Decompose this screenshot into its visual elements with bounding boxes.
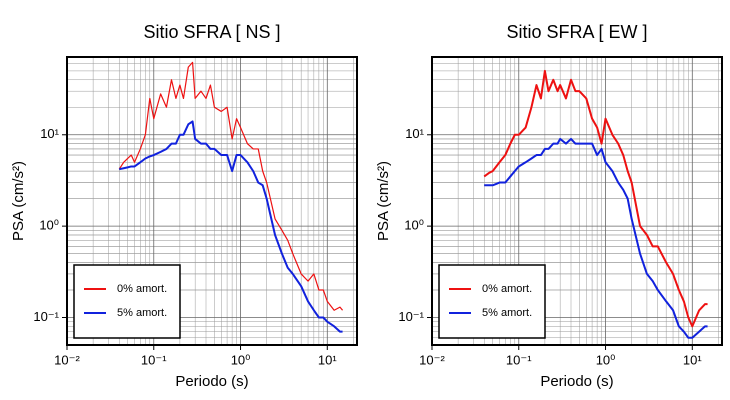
x-axis-label: Periodo (s) <box>540 373 613 390</box>
plot-frame <box>66 56 358 346</box>
legend-label: 5% amort. <box>117 307 167 319</box>
y-tick-label: 10⁰ <box>404 218 424 233</box>
chart-title: Sitio SFRA [ EW ] <box>506 22 647 42</box>
x-tick-label: 10⁰ <box>231 352 251 367</box>
series-line <box>483 69 708 328</box>
series-line <box>118 61 344 311</box>
x-tick-label: 10⁻¹ <box>506 352 532 367</box>
x-tick-label: 10⁰ <box>596 352 616 367</box>
y-tick-label: 10⁰ <box>39 218 59 233</box>
y-axis-label: PSA (cm/s²) <box>375 161 392 241</box>
y-tick-label: 10¹ <box>40 126 59 141</box>
legend-label: 0% amort. <box>117 283 167 295</box>
legend-box <box>73 264 181 339</box>
x-axis-label: Periodo (s) <box>175 373 248 390</box>
legend-label: 5% amort. <box>482 307 532 319</box>
plot-frame <box>431 56 723 346</box>
chart-title: Sitio SFRA [ NS ] <box>143 22 280 42</box>
y-tick-label: 10⁻¹ <box>33 309 59 324</box>
legend-box <box>438 264 546 339</box>
x-tick-label: 10⁻¹ <box>141 352 167 367</box>
x-tick-label: 10¹ <box>683 352 702 367</box>
x-tick-label: 10⁻² <box>419 352 445 367</box>
series-line <box>484 137 708 339</box>
x-tick-label: 10⁻² <box>54 352 80 367</box>
series-line <box>119 120 343 333</box>
y-tick-label: 10⁻¹ <box>398 309 424 324</box>
y-axis-label: PSA (cm/s²) <box>10 161 27 241</box>
y-tick-label: 10¹ <box>405 126 424 141</box>
x-tick-label: 10¹ <box>318 352 337 367</box>
legend-label: 0% amort. <box>482 283 532 295</box>
